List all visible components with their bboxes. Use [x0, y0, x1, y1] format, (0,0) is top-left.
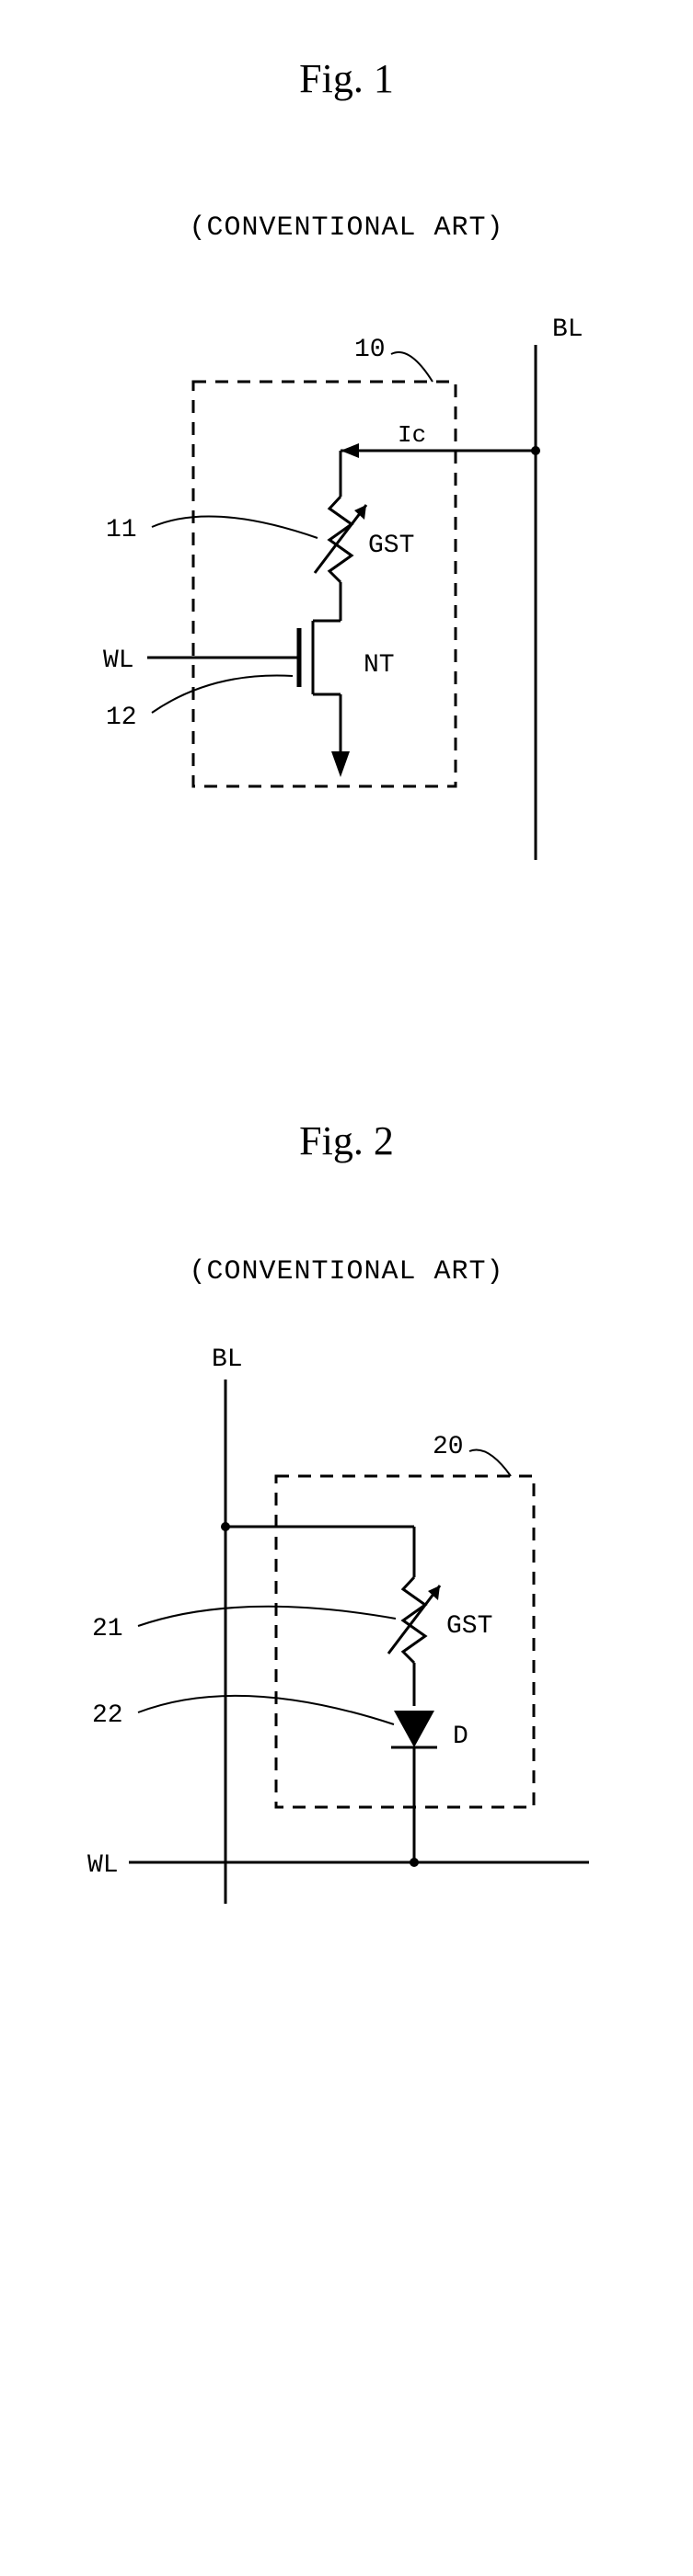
fig1-bl-node — [531, 446, 540, 455]
fig1-diagram: BL 10 Ic GST 11 — [0, 280, 693, 878]
fig1-subtitle-text: (CONVENTIONAL ART) — [189, 212, 503, 244]
fig1-svg: BL 10 Ic GST 11 — [0, 280, 693, 878]
fig2-diagram: BL WL 20 GST 21 — [0, 1315, 693, 1959]
fig2-ref21-lead — [138, 1607, 396, 1626]
fig2-ref22-lead — [138, 1696, 394, 1724]
fig1-ref10: 10 — [354, 336, 386, 364]
fig2-subtitle-text: (CONVENTIONAL ART) — [189, 1256, 503, 1288]
fig1-ref12-lead — [152, 676, 293, 714]
fig2-title-text: Fig. 2 — [299, 1118, 394, 1163]
fig1-ref11-lead — [152, 516, 318, 538]
fig1-bl-label: BL — [552, 315, 583, 344]
fig2-gst-label: GST — [446, 1612, 492, 1641]
fig1-ref12: 12 — [106, 704, 137, 732]
fig2-subtitle: (CONVENTIONAL ART) — [0, 1256, 693, 1288]
fig2-ref20: 20 — [433, 1433, 464, 1461]
fig2-diode-tri — [394, 1711, 434, 1747]
fig2-ref20-lead — [469, 1450, 511, 1476]
fig1-title: Fig. 1 — [0, 0, 693, 102]
fig1-title-text: Fig. 1 — [299, 56, 394, 101]
fig1-ref11: 11 — [106, 516, 137, 544]
fig2-ref22: 22 — [92, 1701, 123, 1730]
fig2-bl-label: BL — [212, 1345, 243, 1374]
page-container: Fig. 1 (CONVENTIONAL ART) BL 10 Ic — [0, 0, 693, 1959]
fig2-ref21: 21 — [92, 1615, 123, 1643]
fig1-ic-label: Ic — [398, 421, 426, 449]
fig2-d-label: D — [453, 1723, 468, 1751]
fig1-ref10-lead — [391, 352, 433, 382]
fig2-title: Fig. 2 — [0, 1117, 693, 1164]
fig1-wl-label: WL — [103, 647, 134, 675]
fig1-ic-arrow — [341, 443, 359, 458]
fig1-subtitle: (CONVENTIONAL ART) — [0, 212, 693, 244]
fig1-nt-label: NT — [364, 651, 395, 680]
fig1-gst-label: GST — [368, 532, 414, 560]
fig2-svg: BL WL 20 GST 21 — [0, 1315, 693, 1959]
fig2-wl-label: WL — [87, 1851, 119, 1880]
fig1-gnd-arrow — [331, 751, 350, 777]
